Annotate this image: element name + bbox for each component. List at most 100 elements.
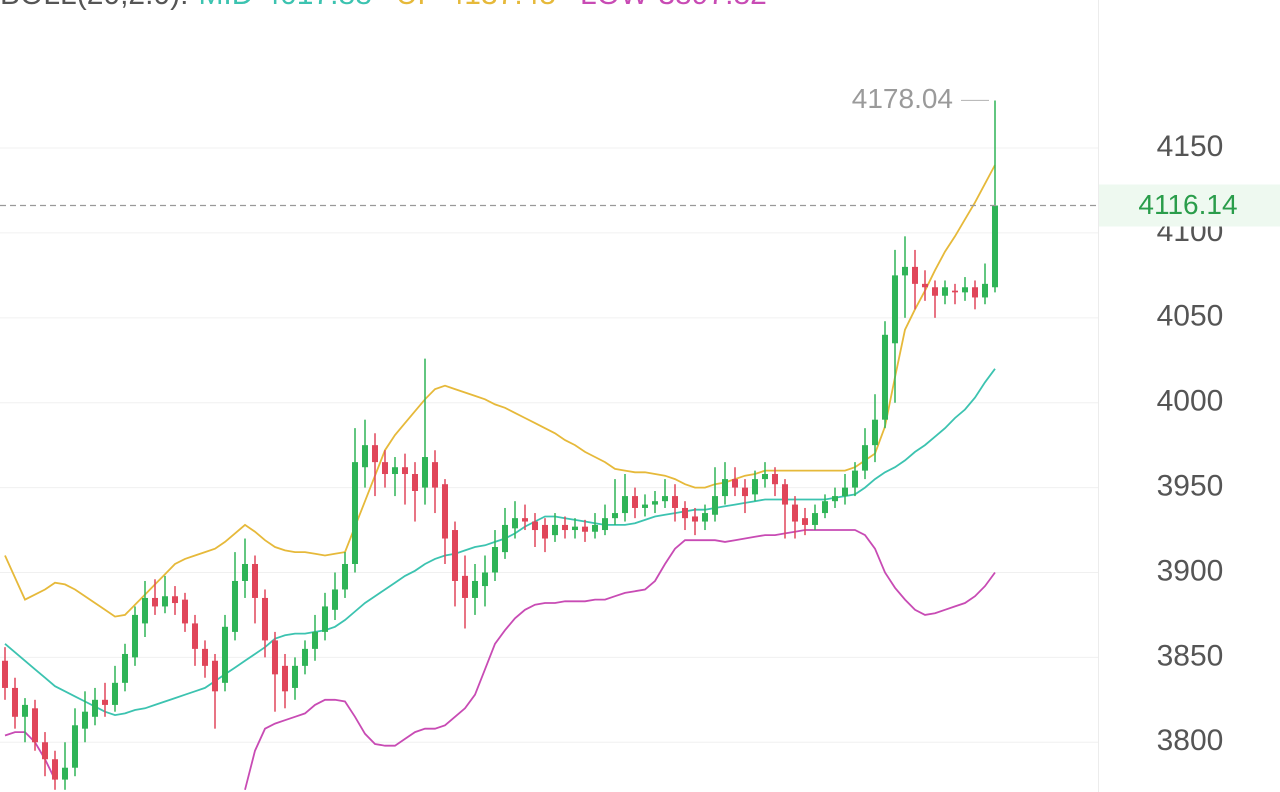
candle-body xyxy=(712,496,718,515)
candle-body xyxy=(752,479,758,495)
candle-body xyxy=(982,283,988,298)
candle-body xyxy=(442,484,448,539)
band-line xyxy=(4,529,996,791)
candle-body xyxy=(912,266,918,284)
candle-body xyxy=(432,462,438,488)
candle-body xyxy=(852,470,858,488)
last-price-box xyxy=(1099,184,1280,227)
candle-body xyxy=(182,599,188,624)
candle-body xyxy=(992,205,998,288)
legend-name: UP xyxy=(396,0,438,11)
candle-body xyxy=(232,580,238,632)
candle-body xyxy=(122,653,128,683)
candle-body xyxy=(162,596,168,607)
candle-body xyxy=(832,496,838,502)
candle-body xyxy=(792,504,798,522)
candle-body xyxy=(562,524,568,531)
candle-body xyxy=(632,496,638,508)
candle-body xyxy=(452,530,458,581)
candle-body xyxy=(802,518,808,525)
candle-body xyxy=(682,507,688,519)
candle-body xyxy=(592,524,598,532)
candle-body xyxy=(222,626,228,683)
candle-body xyxy=(2,660,8,688)
candle-body xyxy=(302,648,308,666)
candle-body xyxy=(642,504,648,508)
candle-body xyxy=(922,283,928,288)
candle-body xyxy=(202,648,208,666)
candle-body xyxy=(502,524,508,553)
candle-body xyxy=(742,487,748,497)
candle-body xyxy=(862,445,868,471)
candle-body xyxy=(972,287,978,298)
candle-body xyxy=(812,513,818,525)
legend-name: MID xyxy=(198,0,253,11)
legend-value: 3897.82 xyxy=(658,0,766,11)
candle-body xyxy=(402,467,408,475)
last-price-label: 4116.14 xyxy=(1138,189,1237,220)
candle-body xyxy=(132,614,138,658)
candle-body xyxy=(662,496,668,502)
candle-body xyxy=(192,623,198,649)
candle-body xyxy=(32,708,38,743)
candle-body xyxy=(312,631,318,649)
candle-body xyxy=(72,725,78,768)
indicator-title: BOLL(20,2.0): xyxy=(0,0,188,11)
candle-body xyxy=(942,287,948,296)
candle-body xyxy=(722,479,728,497)
candle-body xyxy=(902,266,908,276)
candle-body xyxy=(522,518,528,522)
candle-body xyxy=(42,742,48,760)
candle-body xyxy=(372,445,378,463)
high-label: 4178.04 xyxy=(852,83,953,114)
candle-body xyxy=(412,474,418,491)
candle-body xyxy=(772,474,778,485)
legend-name: LOW xyxy=(580,0,649,11)
candle-body xyxy=(102,699,108,705)
candle-body xyxy=(762,474,768,480)
candle-body xyxy=(672,496,678,508)
candle-body xyxy=(142,597,148,624)
candle-body xyxy=(532,521,538,531)
candle-body xyxy=(822,501,828,514)
candle-body xyxy=(702,513,708,522)
candle-body xyxy=(782,484,788,505)
candle-body xyxy=(612,513,618,519)
candle-body xyxy=(572,526,578,531)
candle-body xyxy=(892,275,898,344)
candle-body xyxy=(382,462,388,475)
candle-body xyxy=(252,563,258,598)
legend-value: 4017.88 xyxy=(263,0,371,11)
candle-body xyxy=(352,462,358,564)
candle-body xyxy=(492,547,498,573)
candle-body xyxy=(552,524,558,536)
candle-body xyxy=(422,457,428,488)
candle-body xyxy=(472,580,478,598)
y-tick-label: 3850 xyxy=(1157,639,1224,672)
candle-body xyxy=(112,682,118,705)
candle-body xyxy=(652,501,658,505)
y-tick-label: 4150 xyxy=(1157,130,1224,163)
band-line xyxy=(4,164,996,618)
y-tick-label: 4050 xyxy=(1157,300,1224,333)
candle-body xyxy=(92,699,98,717)
candle-body xyxy=(22,704,28,717)
candle-body xyxy=(872,419,878,446)
candle-body xyxy=(152,597,158,607)
candle-body xyxy=(332,589,338,610)
y-tick-label: 3900 xyxy=(1157,554,1224,587)
candle-body xyxy=(542,524,548,539)
y-tick-label: 3950 xyxy=(1157,470,1224,503)
candle-body xyxy=(392,467,398,475)
candle-body xyxy=(262,597,268,641)
candle-body xyxy=(62,767,68,780)
candle-body xyxy=(882,334,888,420)
candle-body xyxy=(482,572,488,587)
candle-body xyxy=(362,445,368,468)
candle-body xyxy=(292,665,298,688)
y-tick-label: 4000 xyxy=(1157,385,1224,418)
candle-body xyxy=(952,290,958,293)
y-tick-label: 3800 xyxy=(1157,724,1224,757)
candle-body xyxy=(962,287,968,293)
